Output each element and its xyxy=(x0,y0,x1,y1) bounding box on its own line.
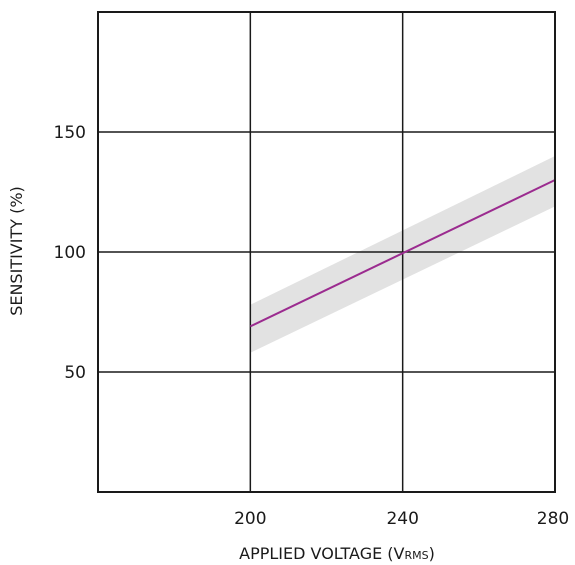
x-axis-title: APPLIED VOLTAGE (VRMS) xyxy=(239,544,435,563)
y-tick-label-100: 100 xyxy=(54,243,86,263)
y-tick-labels: 50 100 150 xyxy=(54,123,86,383)
x-tick-label-200: 200 xyxy=(234,509,266,529)
plot-frame xyxy=(97,11,556,493)
x-tick-label-240: 240 xyxy=(386,509,418,529)
x-axis-title-main: APPLIED VOLTAGE (V xyxy=(239,544,404,563)
x-tick-label-280: 280 xyxy=(537,509,569,529)
series-line xyxy=(249,179,556,328)
x-tick-labels: 200 240 280 xyxy=(234,509,569,529)
x-axis-title-suffix: ) xyxy=(429,544,435,563)
plot-area xyxy=(97,11,556,493)
y-tick-label-50: 50 xyxy=(64,363,86,383)
grid-lines xyxy=(98,12,555,492)
y-tick-label-150: 150 xyxy=(54,123,86,143)
x-axis-title-subscript: RMS xyxy=(404,549,428,562)
y-axis-title: SENSITIVITY (%) xyxy=(7,186,26,316)
